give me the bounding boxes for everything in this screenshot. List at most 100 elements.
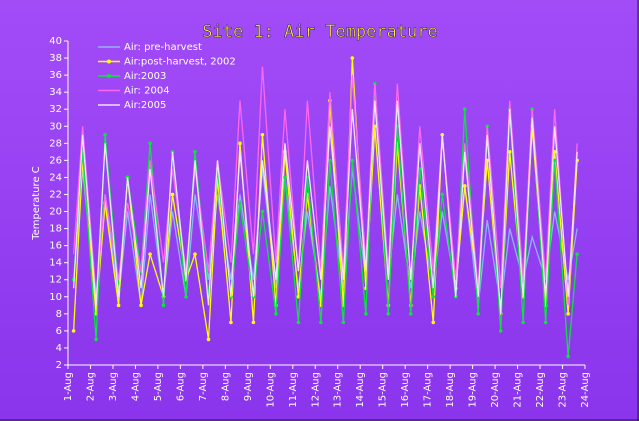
x-tick-label: 18-Aug (445, 372, 456, 408)
x-tick-label: 4-Aug (130, 372, 141, 401)
y-tick-label: 14 (49, 258, 62, 269)
point (260, 132, 265, 137)
y-tick-label: 18 (49, 224, 62, 235)
point (498, 329, 503, 333)
point (319, 320, 323, 325)
point (274, 312, 278, 316)
point (476, 312, 481, 316)
point (296, 320, 301, 325)
point (251, 320, 256, 325)
point (386, 312, 391, 316)
y-tick-label: 20 (49, 207, 62, 218)
legend-label: Air:2005 (124, 100, 166, 111)
point (94, 337, 98, 342)
x-tick-label: 13-Aug (333, 372, 344, 408)
point (566, 354, 570, 359)
point (161, 303, 166, 308)
legend-label: Air:2003 (124, 71, 166, 82)
x-tick-label: 3-Aug (108, 372, 119, 401)
x-tick-label: 19-Aug (468, 372, 479, 408)
point (283, 175, 287, 180)
legend-label: Air:post-harvest, 2002 (124, 57, 236, 68)
y-tick-label: 32 (49, 104, 62, 115)
x-tick-label: 10-Aug (265, 372, 276, 408)
y-tick-label: 40 (49, 36, 62, 47)
y-tick-label: 12 (49, 275, 62, 286)
y-tick-label: 2 (56, 360, 62, 371)
point (521, 320, 525, 325)
point (350, 158, 355, 163)
point (238, 141, 242, 146)
x-tick-label: 24-Aug (580, 372, 591, 408)
point (431, 320, 436, 325)
point (238, 201, 242, 205)
x-tick-label: 5-Aug (153, 372, 164, 401)
point (206, 337, 211, 342)
x-tick-label: 20-Aug (490, 372, 501, 408)
point (116, 303, 121, 308)
x-tick-label: 22-Aug (535, 372, 546, 408)
legend-label: Air: pre-harvest (124, 42, 202, 53)
x-tick-label: 21-Aug (513, 372, 524, 408)
x-tick-label: 7-Aug (198, 372, 209, 401)
point (431, 294, 436, 299)
x-tick-label: 11-Aug (288, 372, 299, 408)
point (139, 303, 143, 308)
series-line (72, 100, 578, 314)
point (408, 312, 413, 316)
x-tick-label: 1-Aug (63, 372, 74, 401)
point (260, 209, 265, 214)
chart-title: Site 1: Air Temperature (202, 22, 437, 42)
y-tick-label: 10 (49, 292, 62, 303)
x-tick-label: 2-Aug (85, 372, 96, 401)
x-tick-label: 16-Aug (400, 372, 411, 408)
y-tick-label: 28 (49, 138, 62, 149)
point (341, 320, 346, 325)
point (552, 158, 557, 163)
point (328, 158, 332, 163)
point (350, 56, 355, 60)
point (103, 132, 107, 137)
x-tick-label: 8-Aug (220, 372, 231, 401)
legend-marker (107, 59, 111, 64)
x-tick-label: 9-Aug (243, 372, 254, 401)
legend-label: Air: 2004 (124, 86, 170, 97)
point (184, 294, 188, 299)
point (170, 192, 175, 197)
point (543, 320, 548, 325)
y-tick-label: 30 (49, 121, 62, 132)
point (71, 329, 76, 333)
point (462, 184, 467, 188)
x-tick-label: 6-Aug (175, 372, 186, 401)
y-tick-label: 26 (49, 155, 62, 166)
y-tick-label: 24 (49, 172, 62, 183)
x-tick-label: 12-Aug (310, 372, 321, 408)
x-tick-label: 15-Aug (378, 372, 389, 408)
y-tick-label: 6 (56, 326, 62, 337)
point (575, 252, 579, 256)
point (462, 107, 467, 112)
y-tick-label: 8 (56, 309, 62, 320)
x-tick-label: 14-Aug (355, 372, 366, 408)
x-tick-label: 23-Aug (558, 372, 569, 408)
point (417, 167, 422, 171)
y-tick-label: 38 (49, 53, 62, 64)
point (229, 320, 233, 325)
y-tick-label: 16 (49, 241, 62, 252)
point (148, 252, 152, 256)
y-tick-label: 4 (56, 343, 62, 354)
y-axis-label: Temperature C (31, 166, 42, 241)
point (148, 141, 152, 146)
x-tick-label: 17-Aug (423, 372, 434, 408)
y-tick-label: 34 (49, 87, 62, 98)
point (193, 150, 197, 154)
point (566, 312, 570, 316)
y-tick-label: 36 (49, 70, 62, 81)
legend-marker (107, 74, 111, 78)
point (440, 192, 445, 197)
y-tick-label: 22 (49, 189, 62, 200)
point (193, 252, 197, 256)
point (364, 312, 368, 316)
